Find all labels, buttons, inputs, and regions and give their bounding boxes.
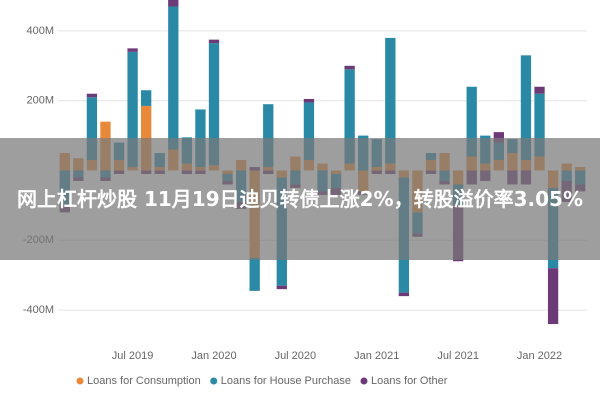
- bar: [466, 86, 477, 157]
- bar: [168, 0, 179, 7]
- bar: [263, 104, 274, 168]
- bar: [86, 97, 98, 161]
- bar: [398, 292, 410, 297]
- bar: [168, 6, 179, 150]
- bar: [127, 51, 138, 168]
- legend-marker: [76, 377, 84, 385]
- y-tick-label: -400M: [23, 304, 54, 316]
- bar: [534, 93, 545, 157]
- bar: [208, 43, 220, 166]
- banner-text: 网上杠杆炒股 11月19日迪贝转债上涨2%，转股溢价率3.05%: [17, 187, 583, 211]
- bar: [303, 102, 315, 161]
- bar: [127, 48, 138, 52]
- legend-marker: [210, 377, 218, 385]
- bar: [547, 268, 559, 325]
- bar: [141, 90, 152, 106]
- x-tick-label: Jan 2020: [191, 350, 236, 362]
- legend-label: Loans for Consumption: [87, 375, 201, 387]
- legend-label: Loans for House Purchase: [221, 375, 351, 387]
- bar: [344, 65, 355, 70]
- banner: 网上杠杆炒股 11月19日迪贝转债上涨2%，转股溢价率3.05%: [0, 138, 600, 260]
- legend-marker: [360, 377, 368, 385]
- bar: [493, 132, 504, 143]
- x-tick-label: Jul 2019: [112, 350, 154, 362]
- bar: [208, 39, 220, 44]
- bar: [86, 93, 98, 98]
- bar: [276, 285, 287, 290]
- bar: [303, 98, 315, 103]
- x-tick-label: Jan 2021: [354, 350, 399, 362]
- y-tick-label: 400M: [26, 25, 54, 37]
- y-tick-label: 200M: [26, 95, 54, 107]
- x-tick-label: Jan 2022: [517, 350, 562, 362]
- x-tick-label: Jul 2020: [275, 350, 317, 362]
- bar: [249, 257, 260, 291]
- bar: [385, 37, 396, 164]
- legend-label: Loans for Other: [371, 375, 448, 387]
- bar: [534, 86, 545, 94]
- bar: [520, 55, 532, 161]
- x-tick-label: Jul 2021: [437, 350, 479, 362]
- bar: [344, 69, 355, 164]
